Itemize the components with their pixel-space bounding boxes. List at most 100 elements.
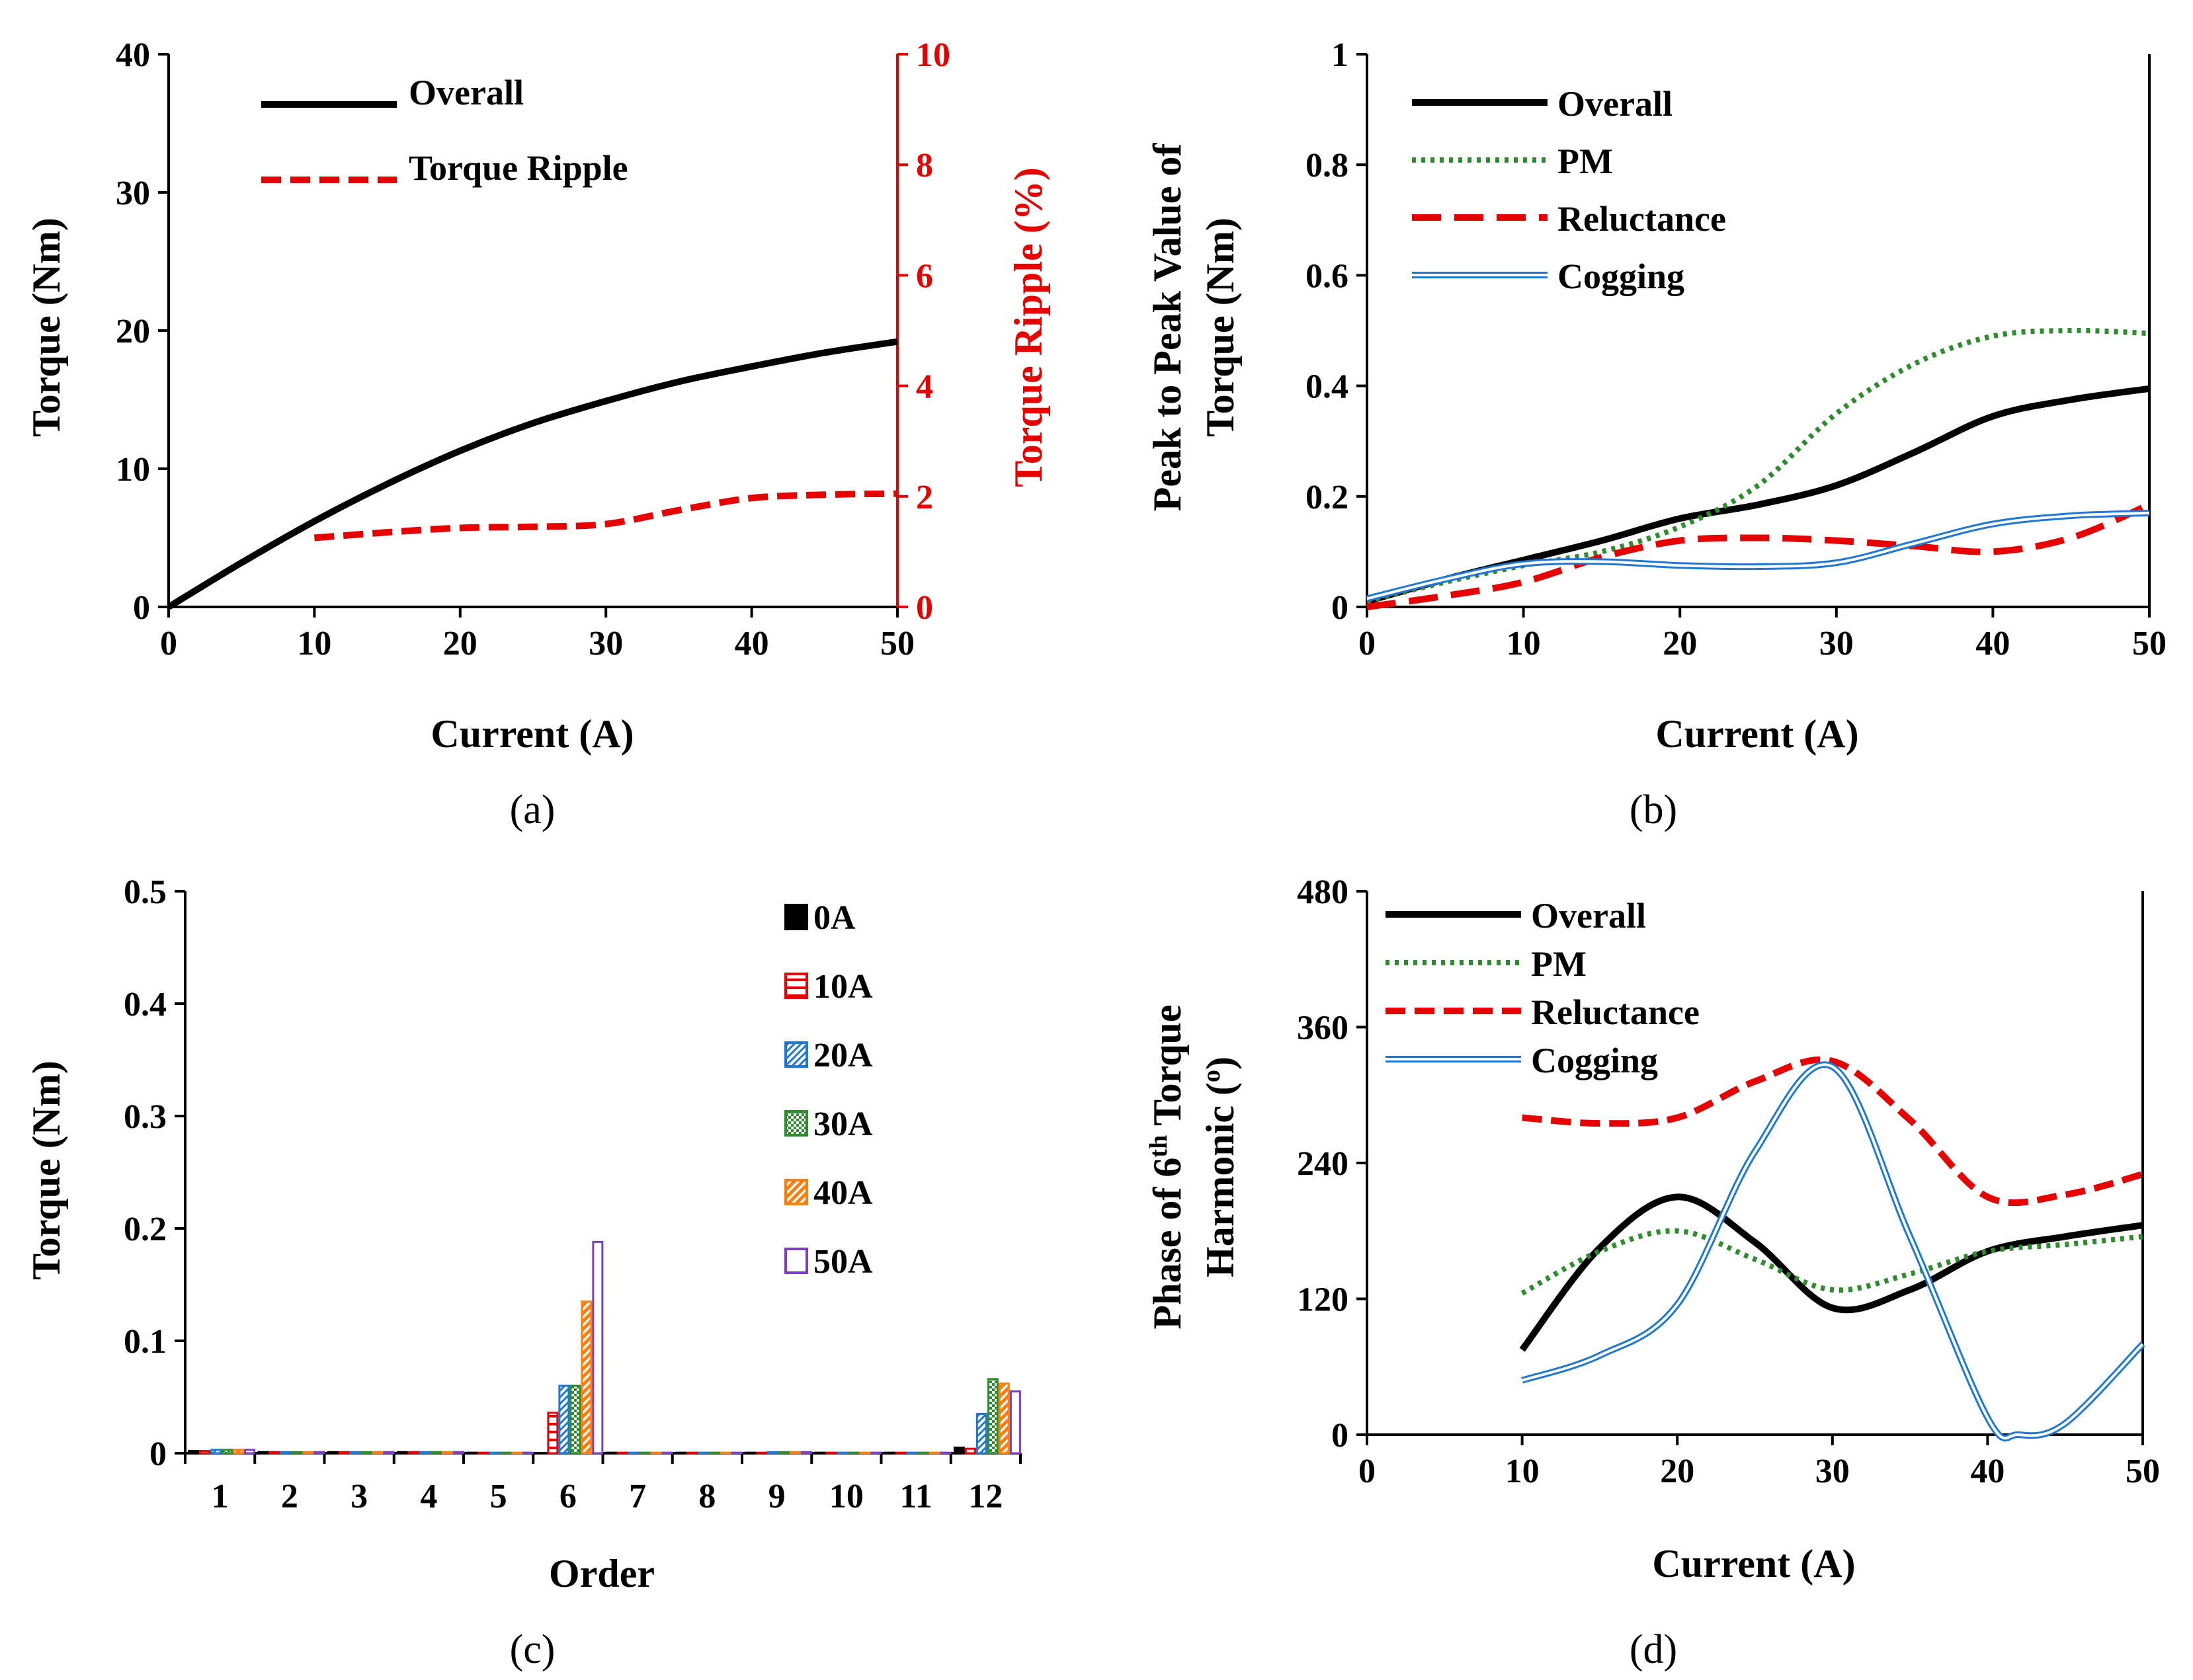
c-bar-10A-order-6: [547, 1412, 559, 1455]
a-y2tick-label: 8: [916, 147, 933, 184]
d-legend-cogging-label: Cogging: [1531, 1041, 1658, 1080]
b-series-pm: [1366, 327, 2150, 604]
c-bar-20A-order-12: [975, 1413, 987, 1455]
b-ylabel-line2: Torque (Nm): [1198, 218, 1242, 437]
b-ytick-label: 0.4: [1305, 368, 1348, 406]
c-bar-40A-order-1: [233, 1449, 245, 1455]
b-xtick-label: 30: [1819, 625, 1854, 662]
c-bar-10A-order-3: [338, 1451, 350, 1455]
c-bar-0A-order-1: [188, 1450, 200, 1455]
d-axes: [1356, 890, 2144, 1445]
a-ylabel: Torque (Nm): [24, 218, 68, 437]
c-xtick-label: 8: [698, 1478, 716, 1515]
c-xtick-label: 10: [829, 1478, 864, 1515]
c-ylabel: Torque (Nm): [24, 1060, 68, 1280]
a-xlabel: Current (A): [431, 712, 634, 756]
c-bar-30A-order-12: [987, 1378, 999, 1455]
c-bar-30A-order-9: [778, 1451, 790, 1455]
d-ylabel-line2-sup: o: [1198, 1070, 1225, 1082]
c-bar-30A-order-2: [291, 1451, 303, 1455]
b-xtick-label: 40: [1975, 625, 2010, 662]
c-bar-40A-order-2: [302, 1451, 314, 1455]
c-bar-30A-order-1: [222, 1449, 233, 1455]
c-bar-10A-order-1: [199, 1450, 211, 1455]
d-caption: (d): [1630, 1627, 1677, 1672]
d-xlabel: Current (A): [1652, 1542, 1855, 1585]
c-bar-40A-order-4: [441, 1451, 453, 1455]
b-legend-cogging-label: Cogging: [1557, 257, 1684, 296]
a-ytick-label: 0: [133, 589, 150, 627]
c-xtick-label: 2: [281, 1478, 298, 1515]
b-xtick-label: 50: [2132, 625, 2167, 662]
a-series-overall: [167, 338, 898, 610]
c-legend-swatch-0A: [784, 904, 808, 930]
b-axes: [1356, 53, 2151, 618]
b-xlabel: Current (A): [1655, 712, 1858, 756]
c-xtick-label: 5: [490, 1478, 507, 1515]
d-xtick-label: 40: [1970, 1453, 2005, 1490]
a-ytick-label: 20: [116, 313, 150, 350]
c-bars: [188, 1240, 1021, 1455]
a-xtick-label: 30: [589, 625, 623, 662]
d-series-pm: [1520, 1228, 2143, 1296]
d-xtick-label: 10: [1505, 1453, 1540, 1490]
a-series: [167, 338, 898, 610]
c-legend-label-30A: 30A: [813, 1105, 873, 1143]
a-y2label: Torque Ripple (%): [1007, 167, 1050, 487]
d-ylabel-line2-post: ): [1198, 1057, 1242, 1070]
a-y2tick-label: 4: [916, 368, 933, 406]
c-bar-40A-order-3: [372, 1451, 384, 1455]
b-ytick-label: 0.8: [1305, 147, 1348, 184]
d-ylabel-line2: Harmonic (o): [1198, 1057, 1242, 1277]
c-bar-20A-order-2: [280, 1451, 292, 1455]
d-legend-pm-label: PM: [1531, 944, 1587, 984]
d-xtick-label: 0: [1358, 1453, 1376, 1490]
c-xtick-label: 6: [559, 1478, 577, 1515]
c-bar-50A-order-9: [801, 1451, 813, 1455]
c-bar-40A-order-6: [581, 1300, 593, 1455]
d-series-reluctance: [1522, 1056, 2144, 1207]
c-ytick-label: 0: [149, 1435, 167, 1473]
b-series-cogging-inner: [1366, 511, 2150, 600]
c-xtick-label: 1: [212, 1478, 229, 1515]
b-xtick-label: 10: [1507, 625, 1541, 662]
c-ytick-label: 0.3: [124, 1098, 167, 1136]
d-ylabel-line1-pre: Phase of 6: [1145, 1158, 1189, 1330]
c-legend-swatch-50A: [784, 1248, 808, 1274]
d-legend-reluctance-label: Reluctance: [1531, 992, 1700, 1032]
a-ytick-label: 40: [116, 36, 150, 74]
c-bar-50A-order-2: [313, 1451, 325, 1455]
c-bar-10A-order-12: [964, 1447, 976, 1455]
c-bar-30A-order-6: [569, 1384, 581, 1455]
d-ylabel-line1: Phase of 6th Torque: [1145, 1004, 1189, 1329]
panel-b: 0 10 20 30 40 50 0 0.2 0.4 0.6 0.8 1 Overall PM Rel…: [1145, 36, 2167, 832]
c-legend-label-40A: 40A: [813, 1174, 873, 1212]
c-bar-50A-order-6: [592, 1240, 604, 1455]
a-xtick-label: 40: [735, 625, 769, 662]
a-legend-ripple-label: Torque Ripple: [409, 148, 628, 188]
d-series-overall: [1519, 1193, 2143, 1352]
a-series-torque-ripple: [314, 490, 898, 541]
c-bar-30A-order-3: [360, 1451, 372, 1455]
c-xtick-label: 11: [900, 1478, 932, 1515]
d-xtick-label: 50: [2126, 1453, 2160, 1490]
d-ytick-label: 480: [1297, 873, 1348, 911]
d-ylabel-line1-post: Torque: [1145, 1004, 1189, 1135]
d-legend-overall-label: Overall: [1531, 896, 1646, 936]
c-ytick-label: 0.4: [124, 986, 167, 1023]
c-bar-50A-order-3: [383, 1451, 395, 1455]
b-caption: (b): [1630, 787, 1677, 832]
c-bar-40A-order-12: [998, 1382, 1010, 1455]
c-legend-label-0A: 0A: [813, 899, 856, 937]
c-legend-swatch-40A: [784, 1179, 808, 1205]
c-legend-swatch-30A: [784, 1110, 808, 1137]
b-ylabel-line1: Peak to Peak Value of: [1145, 143, 1189, 512]
b-ytick-label: 0.2: [1305, 479, 1348, 516]
b-legend-overall-label: Overall: [1557, 84, 1673, 124]
c-xtick-label: 9: [768, 1478, 786, 1515]
a-xtick-label: 0: [160, 625, 177, 662]
c-xtick-label: 12: [968, 1478, 1003, 1515]
b-tick-labels: 0 10 20 30 40 50 0 0.2 0.4 0.6 0.8 1: [1305, 36, 2167, 662]
